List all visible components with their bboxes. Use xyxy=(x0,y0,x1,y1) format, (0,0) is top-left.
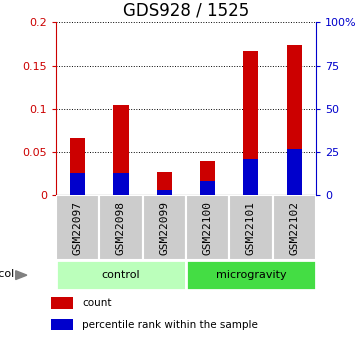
Text: GSM22098: GSM22098 xyxy=(116,201,126,255)
Bar xyxy=(200,161,215,195)
Text: microgravity: microgravity xyxy=(216,270,286,280)
Text: control: control xyxy=(102,270,140,280)
Bar xyxy=(243,51,258,195)
Text: GSM22101: GSM22101 xyxy=(246,201,256,255)
Bar xyxy=(70,173,85,195)
Bar xyxy=(52,319,73,331)
Bar xyxy=(99,195,143,260)
Text: percentile rank within the sample: percentile rank within the sample xyxy=(82,320,258,329)
Bar xyxy=(273,195,316,260)
Bar xyxy=(70,138,85,195)
Bar xyxy=(56,260,186,290)
Bar xyxy=(200,181,215,195)
Bar xyxy=(186,260,316,290)
Text: count: count xyxy=(82,298,112,308)
Bar xyxy=(52,297,73,309)
Bar xyxy=(113,105,129,195)
Bar xyxy=(287,149,302,195)
Bar xyxy=(157,171,172,195)
Text: GSM22097: GSM22097 xyxy=(73,201,83,255)
Text: GSM22100: GSM22100 xyxy=(203,201,213,255)
Title: GDS928 / 1525: GDS928 / 1525 xyxy=(123,1,249,19)
Bar xyxy=(229,195,273,260)
Text: GSM22102: GSM22102 xyxy=(289,201,299,255)
Bar xyxy=(143,195,186,260)
Bar xyxy=(243,159,258,195)
Bar xyxy=(287,45,302,195)
Bar xyxy=(56,195,99,260)
Text: GSM22099: GSM22099 xyxy=(159,201,169,255)
Text: protocol: protocol xyxy=(0,269,14,279)
Bar xyxy=(157,190,172,195)
Bar xyxy=(113,173,129,195)
Bar xyxy=(186,195,229,260)
Polygon shape xyxy=(16,271,27,279)
